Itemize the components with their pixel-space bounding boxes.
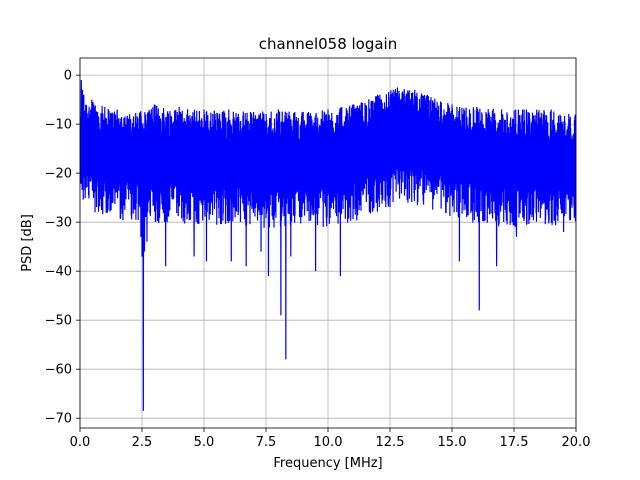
y-axis-ticks: 0 −10 −20 −30 −40 −50 −60 −70 — [45, 69, 80, 427]
x-tick-label: 0.0 — [70, 435, 91, 450]
x-tick-label: 20.0 — [562, 435, 591, 450]
y-tick-label: −40 — [45, 265, 72, 280]
x-tick-label: 17.5 — [500, 435, 529, 450]
x-axis-label: Frequency [MHz] — [273, 456, 382, 471]
y-tick-label: −70 — [45, 412, 72, 427]
y-tick-label: −50 — [45, 314, 72, 329]
y-tick-label: −20 — [45, 167, 72, 182]
x-tick-label: 15.0 — [438, 435, 467, 450]
x-axis-ticks: 0.0 2.5 5.0 7.5 10.0 12.5 15.0 17.5 20.0 — [70, 428, 591, 450]
y-tick-label: −30 — [45, 216, 72, 231]
x-tick-label: 7.5 — [256, 435, 277, 450]
plot-area — [80, 80, 576, 411]
x-tick-label: 2.5 — [132, 435, 153, 450]
y-tick-label: −10 — [45, 118, 72, 133]
x-tick-label: 10.0 — [314, 435, 343, 450]
x-tick-label: 5.0 — [194, 435, 215, 450]
y-tick-label: −60 — [45, 363, 72, 378]
y-tick-label: 0 — [64, 69, 72, 84]
x-tick-label: 12.5 — [376, 435, 405, 450]
chart-title: channel058 logain — [259, 35, 398, 53]
y-axis-label: PSD [dB] — [20, 214, 35, 272]
psd-series-line — [80, 80, 576, 411]
